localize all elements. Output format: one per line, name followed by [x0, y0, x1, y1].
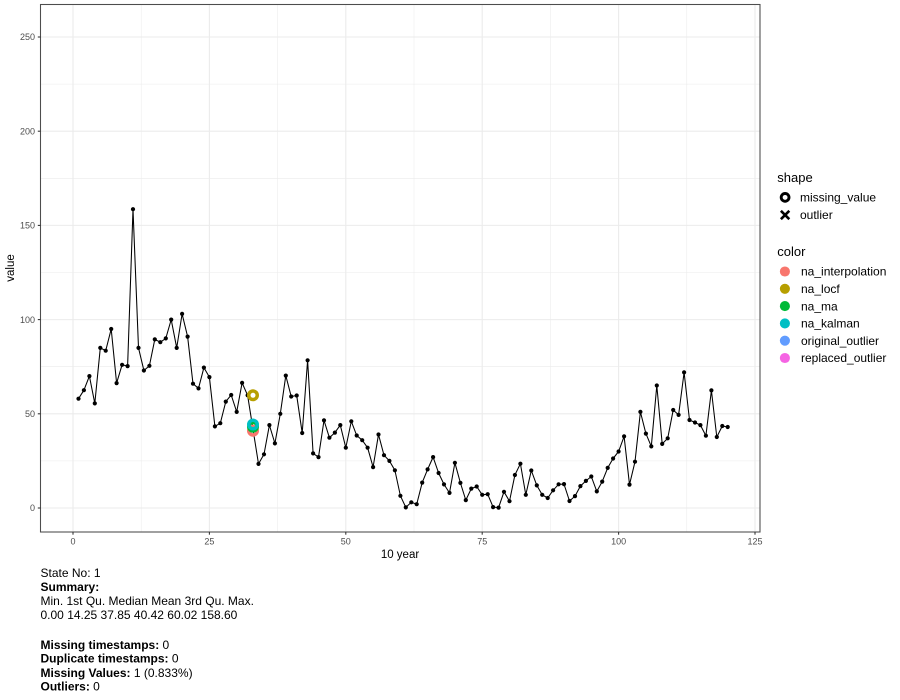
svg-text:Missing Values: 1 (0.833%): Missing Values: 1 (0.833%) [41, 666, 193, 680]
svg-text:75: 75 [477, 537, 487, 547]
svg-text:na_kalman: na_kalman [801, 317, 860, 331]
svg-text:10 year: 10 year [381, 549, 420, 561]
svg-text:missing_value: missing_value [800, 191, 876, 205]
svg-text:0: 0 [30, 503, 35, 513]
svg-text:Duplicate timestamps: 0: Duplicate timestamps: 0 [41, 651, 179, 665]
svg-text:25: 25 [204, 537, 214, 547]
svg-text:100: 100 [611, 537, 626, 547]
svg-text:na_locf: na_locf [801, 282, 840, 296]
svg-text:0: 0 [70, 537, 75, 547]
svg-text:100: 100 [20, 315, 35, 325]
svg-text:Min. 1st Qu. Median Mean 3rd Q: Min. 1st Qu. Median Mean 3rd Qu. Max. [41, 594, 254, 608]
svg-text:Summary:: Summary: [41, 580, 100, 594]
svg-text:Missing timestamps: 0: Missing timestamps: 0 [41, 638, 170, 652]
svg-text:na_ma: na_ma [801, 299, 838, 313]
svg-text:outlier: outlier [800, 208, 833, 222]
svg-text:State No: 1: State No: 1 [41, 566, 101, 580]
svg-text:250: 250 [20, 32, 35, 42]
svg-text:Outliers: 0: Outliers: 0 [41, 679, 101, 693]
svg-text:150: 150 [20, 221, 35, 231]
svg-text:color: color [777, 244, 806, 259]
svg-text:125: 125 [747, 537, 762, 547]
svg-text:value: value [5, 254, 17, 282]
svg-text:na_interpolation: na_interpolation [801, 265, 886, 279]
svg-text:replaced_outlier: replaced_outlier [801, 351, 886, 365]
svg-text:original_outlier: original_outlier [801, 334, 879, 348]
svg-text:50: 50 [25, 409, 35, 419]
svg-text:200: 200 [20, 126, 35, 136]
svg-text:shape: shape [777, 170, 812, 185]
svg-text:0.00 14.25 37.85 40.42 60.02 1: 0.00 14.25 37.85 40.42 60.02 158.60 [41, 608, 238, 622]
svg-text:50: 50 [341, 537, 351, 547]
